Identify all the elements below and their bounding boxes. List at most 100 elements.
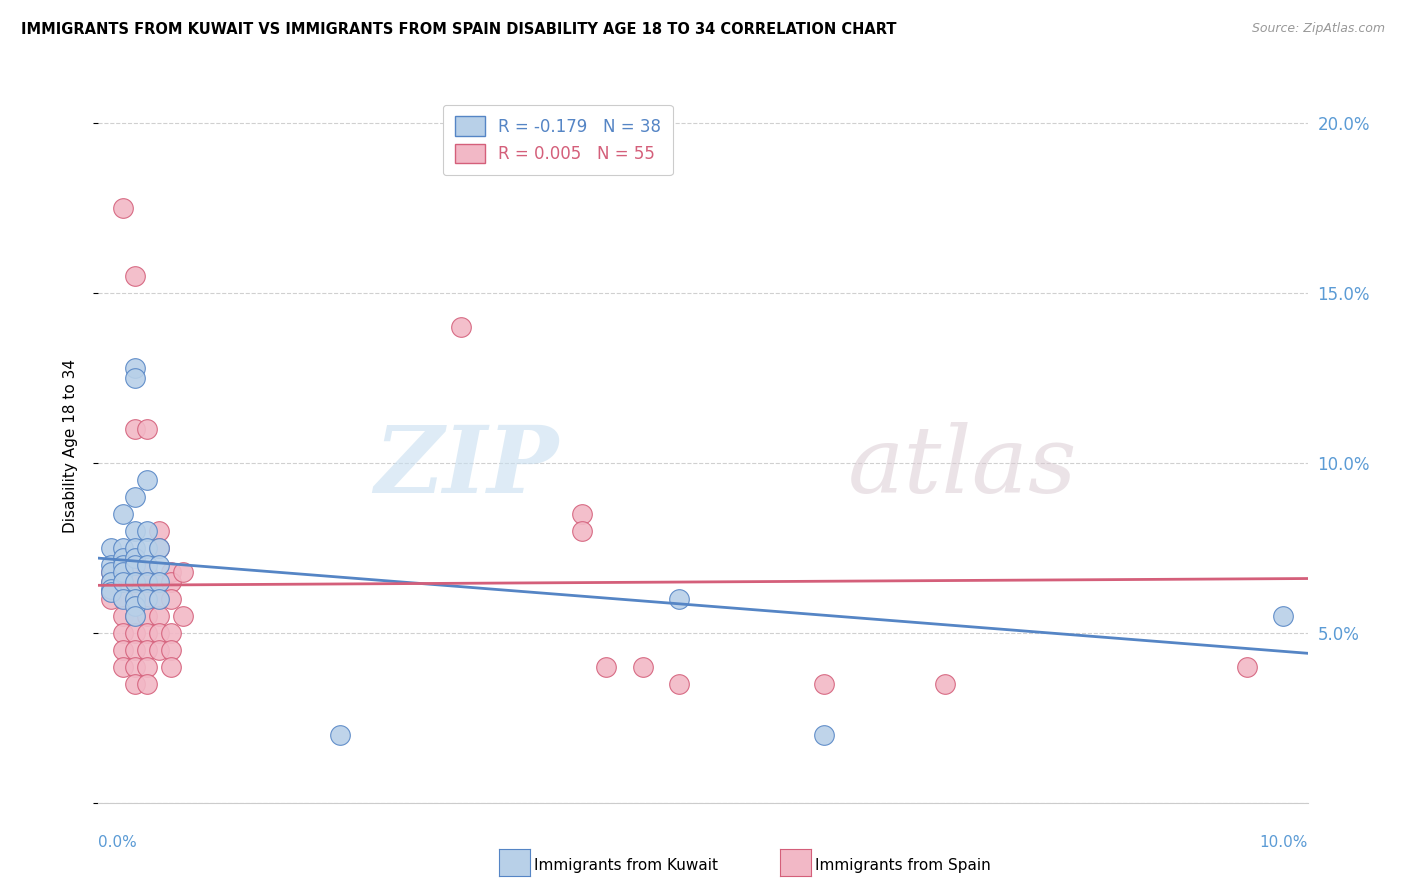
Point (111, 201, 134, 215)
Point (135, 473, 157, 487)
Point (124, 677, 146, 691)
Point (813, 728, 835, 742)
Point (135, 677, 157, 691)
Point (111, 558, 134, 572)
Point (111, 591, 134, 606)
Point (124, 574, 146, 589)
Point (124, 269, 146, 284)
Point (148, 643, 170, 657)
Point (135, 565, 157, 579)
Text: 0.0%: 0.0% (98, 836, 138, 850)
Point (135, 524, 157, 538)
Point (160, 660, 183, 674)
Point (124, 660, 146, 674)
Point (100, 585, 122, 599)
Point (124, 574, 146, 589)
Point (135, 574, 157, 589)
Text: IMMIGRANTS FROM KUWAIT VS IMMIGRANTS FROM SPAIN DISABILITY AGE 18 TO 34 CORRELAT: IMMIGRANTS FROM KUWAIT VS IMMIGRANTS FRO… (21, 22, 897, 37)
Point (148, 626, 170, 640)
Point (160, 643, 183, 657)
Point (160, 574, 183, 589)
Point (124, 360, 146, 375)
Point (111, 574, 134, 589)
Text: atlas: atlas (848, 423, 1077, 512)
Y-axis label: Disability Age 18 to 34: Disability Age 18 to 34 (63, 359, 77, 533)
Point (111, 551, 134, 566)
Point (124, 490, 146, 504)
Point (135, 574, 157, 589)
Point (135, 660, 157, 674)
Point (595, 660, 617, 674)
Point (135, 626, 157, 640)
Point (571, 507, 593, 521)
Point (172, 608, 194, 623)
Point (160, 591, 183, 606)
Point (813, 677, 835, 691)
Point (111, 626, 134, 640)
Point (100, 565, 122, 579)
Point (631, 660, 654, 674)
Point (100, 565, 122, 579)
Point (100, 582, 122, 596)
Point (124, 608, 146, 623)
Point (148, 541, 170, 555)
Point (148, 558, 170, 572)
Point (135, 591, 157, 606)
Point (111, 507, 134, 521)
Point (135, 591, 157, 606)
Legend: R = -0.179   N = 38, R = 0.005   N = 55: R = -0.179 N = 38, R = 0.005 N = 55 (443, 104, 672, 175)
Point (668, 591, 690, 606)
Point (111, 565, 134, 579)
Point (124, 591, 146, 606)
Point (148, 591, 170, 606)
Point (934, 677, 956, 691)
Point (100, 574, 122, 589)
Point (148, 524, 170, 538)
Text: Source: ZipAtlas.com: Source: ZipAtlas.com (1251, 22, 1385, 36)
Point (111, 574, 134, 589)
Point (124, 591, 146, 606)
Point (160, 626, 183, 640)
Point (124, 524, 146, 538)
Text: 10.0%: 10.0% (1260, 836, 1308, 850)
Point (1272, 608, 1295, 623)
Point (135, 608, 157, 623)
Text: Immigrants from Kuwait: Immigrants from Kuwait (534, 858, 718, 872)
Point (124, 422, 146, 436)
Point (124, 626, 146, 640)
Point (668, 677, 690, 691)
Text: Immigrants from Spain: Immigrants from Spain (815, 858, 991, 872)
Point (100, 541, 122, 555)
Point (160, 565, 183, 579)
Point (124, 541, 146, 555)
Point (124, 371, 146, 385)
Point (111, 660, 134, 674)
Point (135, 558, 157, 572)
Point (148, 574, 170, 589)
Point (124, 551, 146, 566)
Point (148, 591, 170, 606)
Point (571, 524, 593, 538)
Point (100, 574, 122, 589)
Point (100, 558, 122, 572)
Point (111, 591, 134, 606)
Point (124, 608, 146, 623)
Point (100, 591, 122, 606)
Point (111, 643, 134, 657)
Point (450, 320, 472, 334)
Point (135, 422, 157, 436)
Point (124, 599, 146, 613)
Point (1236, 660, 1258, 674)
Point (135, 541, 157, 555)
Point (148, 608, 170, 623)
Point (148, 574, 170, 589)
Point (124, 558, 146, 572)
Point (148, 541, 170, 555)
Text: ZIP: ZIP (374, 423, 558, 512)
Point (111, 565, 134, 579)
Point (100, 585, 122, 599)
Point (135, 643, 157, 657)
Point (111, 608, 134, 623)
Point (124, 565, 146, 579)
Point (111, 541, 134, 555)
